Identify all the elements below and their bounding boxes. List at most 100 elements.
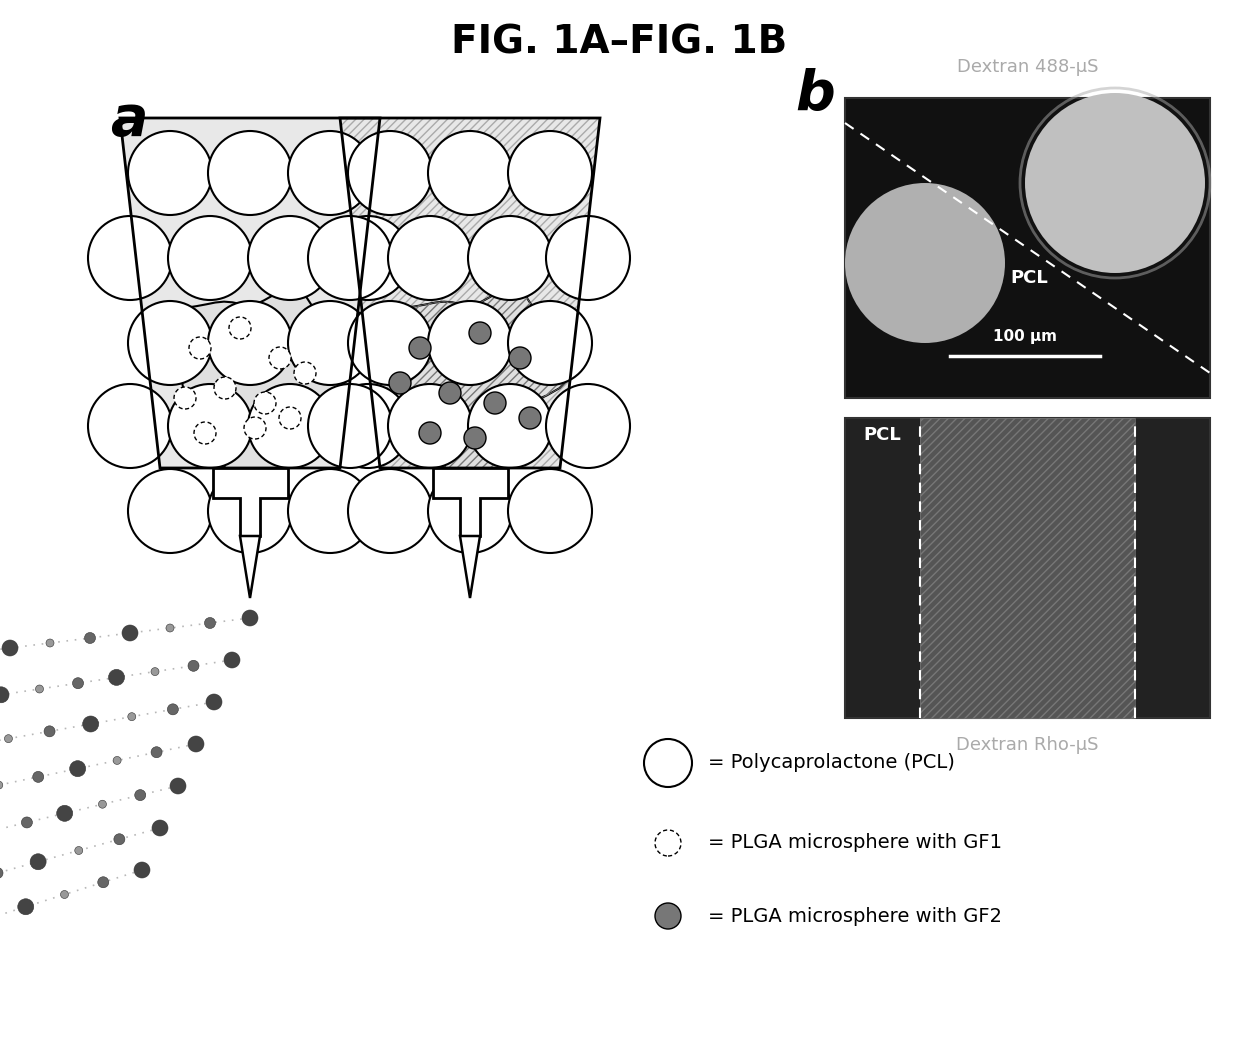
- Circle shape: [508, 131, 592, 215]
- Text: Dextran Rho-μS: Dextran Rho-μS: [957, 736, 1099, 754]
- Polygon shape: [240, 536, 260, 598]
- Circle shape: [69, 761, 85, 777]
- Circle shape: [195, 422, 216, 444]
- Text: = PLGA microsphere with GF2: = PLGA microsphere with GF2: [707, 907, 1002, 926]
- Circle shape: [128, 300, 212, 385]
- Circle shape: [109, 670, 124, 686]
- Circle shape: [57, 805, 73, 821]
- Circle shape: [546, 384, 629, 468]
- Circle shape: [845, 183, 1005, 343]
- Circle shape: [0, 781, 2, 789]
- Circle shape: [214, 377, 235, 399]
- Circle shape: [45, 726, 55, 736]
- Circle shape: [98, 877, 109, 888]
- Circle shape: [439, 382, 461, 404]
- Text: FIG. 1A–FIG. 1B: FIG. 1A–FIG. 1B: [451, 23, 787, 61]
- Circle shape: [83, 716, 99, 732]
- Circle shape: [166, 624, 173, 632]
- Circle shape: [5, 734, 12, 743]
- Circle shape: [2, 640, 19, 656]
- Circle shape: [73, 678, 83, 689]
- Circle shape: [348, 131, 432, 215]
- Circle shape: [546, 216, 629, 300]
- Circle shape: [170, 778, 186, 794]
- Circle shape: [326, 216, 410, 300]
- Circle shape: [348, 469, 432, 553]
- Circle shape: [242, 610, 258, 626]
- Circle shape: [309, 216, 392, 300]
- Text: b: b: [795, 68, 835, 122]
- Circle shape: [224, 652, 240, 668]
- Circle shape: [287, 469, 372, 553]
- Polygon shape: [120, 118, 380, 468]
- Circle shape: [74, 846, 83, 855]
- Text: PCL: PCL: [1010, 269, 1048, 287]
- Circle shape: [169, 384, 252, 468]
- Circle shape: [508, 469, 592, 553]
- Text: 100 μm: 100 μm: [992, 329, 1057, 344]
- Circle shape: [508, 300, 592, 385]
- Circle shape: [135, 789, 146, 801]
- Circle shape: [463, 427, 486, 449]
- Circle shape: [128, 713, 136, 720]
- Circle shape: [206, 694, 222, 710]
- Circle shape: [17, 898, 33, 915]
- Circle shape: [167, 704, 178, 715]
- Text: = Polycaprolactone (PCL): = Polycaprolactone (PCL): [707, 753, 955, 772]
- Circle shape: [269, 347, 291, 369]
- Circle shape: [468, 216, 553, 300]
- Circle shape: [279, 407, 301, 428]
- Bar: [845, 98, 1211, 398]
- Circle shape: [287, 300, 372, 385]
- Circle shape: [388, 384, 472, 468]
- Circle shape: [84, 633, 95, 643]
- Polygon shape: [372, 290, 572, 486]
- Circle shape: [190, 338, 211, 359]
- Circle shape: [229, 317, 252, 339]
- Circle shape: [128, 131, 212, 215]
- Circle shape: [173, 387, 196, 409]
- Circle shape: [30, 854, 46, 870]
- Text: = PLGA microsphere with GF1: = PLGA microsphere with GF1: [707, 834, 1002, 853]
- Polygon shape: [213, 468, 287, 536]
- Circle shape: [484, 393, 506, 414]
- Circle shape: [244, 417, 266, 439]
- Bar: [921, 418, 1135, 718]
- Circle shape: [151, 668, 159, 676]
- Polygon shape: [339, 118, 600, 468]
- Circle shape: [287, 131, 372, 215]
- Circle shape: [509, 347, 532, 369]
- Circle shape: [204, 618, 216, 628]
- Circle shape: [0, 687, 9, 703]
- Circle shape: [326, 384, 410, 468]
- Circle shape: [208, 300, 292, 385]
- Circle shape: [98, 800, 107, 808]
- Circle shape: [61, 891, 68, 898]
- Circle shape: [151, 747, 162, 758]
- Circle shape: [128, 469, 212, 553]
- Circle shape: [254, 393, 276, 414]
- Circle shape: [32, 771, 43, 782]
- Circle shape: [409, 338, 431, 359]
- Circle shape: [88, 216, 172, 300]
- Circle shape: [468, 384, 553, 468]
- Circle shape: [419, 422, 441, 444]
- Circle shape: [294, 362, 316, 384]
- Text: PCL: PCL: [864, 426, 901, 444]
- Circle shape: [644, 738, 693, 787]
- Circle shape: [134, 862, 150, 878]
- Circle shape: [88, 384, 172, 468]
- Polygon shape: [460, 536, 479, 598]
- Circle shape: [655, 902, 681, 929]
- Circle shape: [46, 639, 55, 647]
- Circle shape: [169, 216, 252, 300]
- Circle shape: [348, 300, 432, 385]
- Circle shape: [389, 372, 411, 394]
- Circle shape: [188, 660, 199, 671]
- Circle shape: [427, 469, 512, 553]
- Polygon shape: [432, 468, 508, 536]
- Circle shape: [427, 131, 512, 215]
- Polygon shape: [151, 290, 352, 486]
- Circle shape: [519, 407, 541, 428]
- Text: Dextran 488-μS: Dextran 488-μS: [957, 58, 1098, 76]
